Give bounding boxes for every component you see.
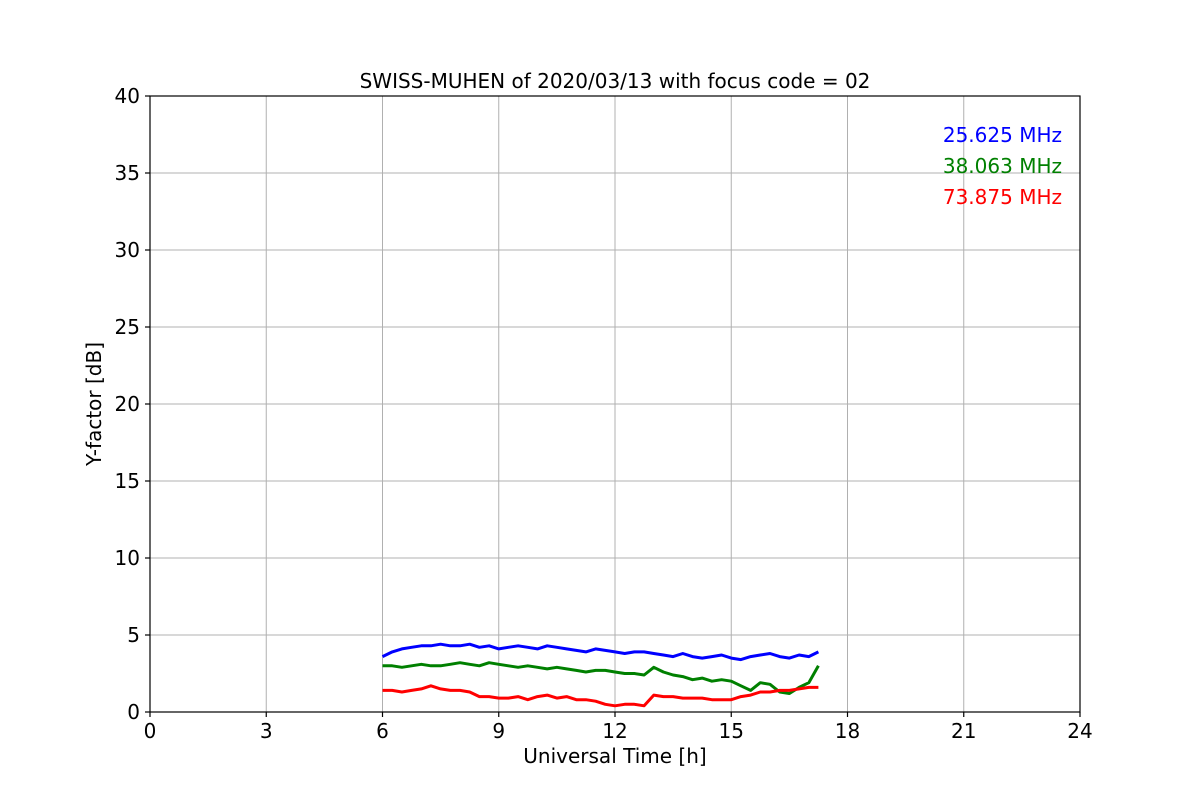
y-tick-label: 15 (115, 469, 140, 493)
y-tick-label: 40 (115, 84, 140, 108)
x-tick-label: 15 (719, 719, 744, 743)
y-tick-label: 20 (115, 392, 140, 416)
series-layer (381, 642, 820, 708)
y-tick-label: 0 (127, 700, 140, 724)
legend: 25.625 MHz 38.063 MHz 73.875 MHz (943, 123, 1062, 209)
chart-title: SWISS-MUHEN of 2020/03/13 with focus cod… (360, 69, 871, 93)
x-tick-label: 9 (492, 719, 505, 743)
y-tick-label: 10 (115, 546, 140, 570)
x-tick-label: 0 (144, 719, 157, 743)
y-tick-label: 35 (115, 161, 140, 185)
legend-entry-3: 73.875 MHz (943, 185, 1062, 209)
series-line-3 (382, 684, 819, 708)
y-tick-label: 30 (115, 238, 140, 262)
x-axis-label: Universal Time [h] (523, 744, 706, 768)
y-tick-label: 5 (127, 623, 140, 647)
series-line-2 (382, 661, 820, 695)
x-tick-label: 21 (951, 719, 976, 743)
legend-entry-1: 25.625 MHz (943, 123, 1062, 147)
tick-layer: 0 3 6 9 12 15 18 21 24 0 5 10 15 20 25 30 35 40 (115, 84, 1093, 743)
x-tick-label: 18 (835, 719, 860, 743)
x-tick-label: 12 (602, 719, 627, 743)
legend-entry-2: 38.063 MHz (943, 154, 1062, 178)
x-tick-label: 24 (1067, 719, 1092, 743)
y-axis-label: Y-factor [dB] (82, 342, 106, 467)
grid-layer (150, 96, 1080, 712)
series-line-1 (381, 642, 820, 662)
y-tick-label: 25 (115, 315, 140, 339)
x-tick-label: 3 (260, 719, 273, 743)
x-tick-label: 6 (376, 719, 389, 743)
